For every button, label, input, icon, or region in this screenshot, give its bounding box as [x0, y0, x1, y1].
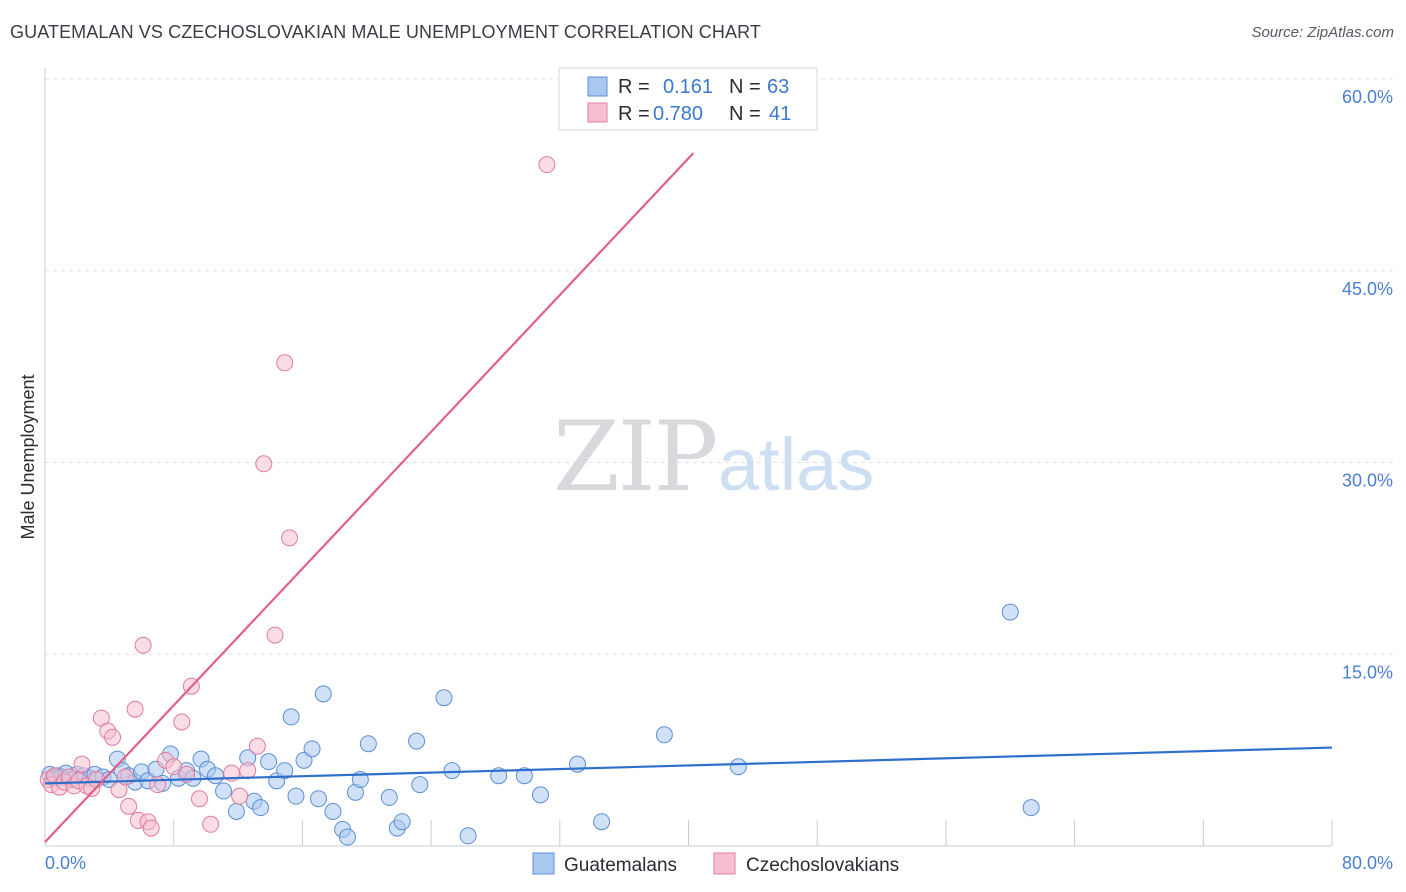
czechoslovakian-point-37	[276, 354, 294, 372]
y-tick-label-3: 60.0%	[1342, 87, 1393, 107]
guatemalan-point-43	[338, 828, 356, 846]
legend-r-label-1: R =	[618, 76, 650, 98]
guatemalan-point-41	[324, 802, 342, 820]
czechoslovakian-point-39	[538, 156, 556, 174]
guatemalan-point-56	[515, 767, 533, 785]
guatemalan-trend-line	[44, 746, 1333, 785]
czechoslovakian-point-38	[281, 529, 299, 547]
guatemalan-point-28	[227, 802, 245, 820]
guatemalan-point-62	[1001, 603, 1019, 621]
y-tick-labels: 15.0% 30.0% 45.0% 60.0%	[1342, 87, 1393, 682]
guatemalan-point-49	[393, 813, 411, 831]
czechoslovakian-point-30	[202, 815, 220, 833]
stats-legend: R = 0.161 N = 63 R = 0.780 N = 41	[558, 67, 818, 131]
guatemalan-point-38	[303, 740, 321, 758]
guatemalan-point-37	[295, 751, 313, 769]
guatemalan-point-51	[411, 776, 429, 794]
guatemalan-point-31	[252, 799, 270, 817]
watermark-atlas: atlas	[718, 423, 874, 506]
guatemalan-point-46	[359, 735, 377, 753]
czechoslovakian-point-18	[126, 700, 144, 718]
czechoslovakian-point-32	[231, 787, 249, 805]
guatemalan-point-52	[435, 689, 453, 707]
czechoslovakian-point-36	[266, 626, 284, 644]
guatemalan-point-32	[260, 753, 278, 771]
czechoslovakian-point-34	[248, 737, 266, 755]
guatemalan-point-50	[408, 732, 426, 750]
bottom-legend-label-czechoslovakians: Czechoslovakians	[746, 855, 899, 876]
czechoslovakian-point-8	[73, 755, 91, 773]
x-tick-label-max: 80.0%	[1342, 853, 1393, 873]
guatemalan-point-27	[215, 782, 233, 800]
czechoslovakian-point-16	[116, 768, 134, 786]
y-tick-label-0: 15.0%	[1342, 662, 1393, 682]
czechoslovakian-point-17	[120, 797, 138, 815]
czechoslovakian-point-20	[134, 636, 152, 654]
legend-n-value-2: 41	[769, 103, 791, 125]
trend-lines	[44, 152, 1333, 843]
czechoslovakian-point-25	[165, 758, 183, 776]
czechoslovakian-point-14	[104, 728, 122, 746]
y-tick-label-2: 45.0%	[1342, 279, 1393, 299]
guatemalan-point-54	[459, 827, 477, 845]
y-axis-title: Male Unemployment	[18, 374, 38, 539]
watermark-zip: ZIP	[553, 401, 716, 513]
chart-source: Source: ZipAtlas.com	[1251, 24, 1394, 41]
series-legend: Guatemalans Czechoslovakians	[532, 852, 899, 876]
czechoslovakian-point-26	[173, 713, 191, 731]
czechoslovakian-point-29	[190, 790, 208, 808]
legend-r-label-2: R =	[618, 103, 650, 125]
guatemalan-point-39	[309, 790, 327, 808]
data-points	[39, 156, 1040, 846]
guatemalan-point-59	[593, 813, 611, 831]
czechoslovakian-point-35	[255, 455, 273, 473]
legend-n-value-1: 63	[767, 76, 789, 98]
guatemalan-point-53	[443, 762, 461, 780]
guatemalan-point-47	[380, 788, 398, 806]
guatemalan-point-60	[655, 726, 673, 744]
guatemalan-point-35	[282, 708, 300, 726]
guatemalan-point-40	[314, 685, 332, 703]
watermark: ZIP atlas	[553, 401, 874, 513]
x-tick-label-min: 0.0%	[45, 853, 86, 873]
czechoslovakian-trend-line	[44, 152, 695, 843]
guatemalan-point-63	[1022, 799, 1040, 817]
legend-r-value-1: 0.161	[663, 76, 713, 98]
chart-title: GUATEMALAN VS CZECHOSLOVAKIAN MALE UNEMP…	[10, 22, 761, 42]
guatemalan-point-26	[207, 767, 225, 785]
czechoslovakian-point-22	[142, 819, 160, 837]
legend-n-label-1: N =	[729, 76, 761, 98]
bottom-legend-label-guatemalans: Guatemalans	[564, 855, 677, 876]
legend-swatch-czechoslovakians	[587, 102, 608, 123]
legend-swatch-guatemalans	[587, 76, 608, 97]
bottom-legend-swatch-czechoslovakians	[713, 852, 736, 875]
legend-n-label-2: N =	[729, 103, 761, 125]
y-tick-label-1: 30.0%	[1342, 471, 1393, 491]
legend-r-value-2: 0.780	[653, 103, 703, 125]
guatemalan-point-61	[729, 758, 747, 776]
guatemalan-point-57	[531, 786, 549, 804]
guatemalan-point-36	[287, 787, 305, 805]
czechoslovakian-point-11	[87, 771, 105, 789]
czechoslovakian-point-33	[239, 762, 257, 780]
bottom-legend-swatch-guatemalans	[532, 852, 555, 875]
guatemalan-point-34	[276, 762, 294, 780]
